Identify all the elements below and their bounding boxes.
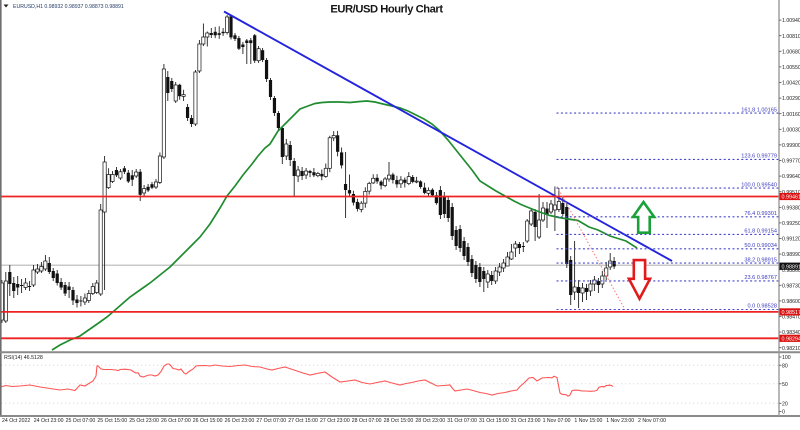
svg-text:28 Oct 07:00: 28 Oct 07:00: [352, 418, 382, 424]
svg-text:25 Oct 15:00: 25 Oct 15:00: [97, 418, 127, 424]
svg-text:38.2 0.98915: 38.2 0.98915: [744, 257, 777, 263]
svg-text:0: 0: [782, 410, 785, 416]
svg-text:50: 50: [782, 382, 788, 388]
svg-text:123.6 0.99779: 123.6 0.99779: [741, 154, 777, 160]
svg-text:RSI(14) 46.5128: RSI(14) 46.5128: [4, 355, 43, 361]
svg-text:1.00160: 1.00160: [782, 112, 800, 118]
svg-text:27 Oct 23:00: 27 Oct 23:00: [320, 418, 350, 424]
svg-text:27 Oct 15:00: 27 Oct 15:00: [288, 418, 318, 424]
svg-text:0.98891: 0.98891: [782, 264, 800, 270]
svg-text:24 Oct 23:00: 24 Oct 23:00: [34, 418, 64, 424]
svg-text:24 Oct 2022: 24 Oct 2022: [2, 418, 30, 424]
svg-text:31 Oct 15:00: 31 Oct 15:00: [479, 418, 509, 424]
svg-text:76.4 0.99301: 76.4 0.99301: [744, 211, 777, 217]
svg-text:1.00030: 1.00030: [782, 127, 800, 133]
svg-text:1 Nov 15:00: 1 Nov 15:00: [574, 418, 602, 424]
svg-text:0.98210: 0.98210: [782, 346, 800, 352]
svg-text:28 Oct 23:00: 28 Oct 23:00: [415, 418, 445, 424]
svg-text:31 Oct 07:00: 31 Oct 07:00: [447, 418, 477, 424]
svg-text:80: 80: [782, 363, 788, 369]
svg-text:1.00290: 1.00290: [782, 96, 800, 102]
svg-text:1 Nov 23:00: 1 Nov 23:00: [606, 418, 634, 424]
svg-text:0.99461: 0.99461: [782, 195, 800, 201]
svg-text:1.00680: 1.00680: [782, 49, 800, 55]
svg-text:EUR/USD Hourly Chart: EUR/USD Hourly Chart: [330, 4, 443, 16]
svg-text:31 Oct 23:00: 31 Oct 23:00: [511, 418, 541, 424]
svg-text:1.00420: 1.00420: [782, 81, 800, 87]
svg-text:61.8 0.99154: 61.8 0.99154: [744, 229, 777, 235]
svg-text:23.6 0.98767: 23.6 0.98767: [744, 275, 777, 281]
svg-text:2 Nov 07:00: 2 Nov 07:00: [638, 418, 666, 424]
svg-text:25 Oct 23:00: 25 Oct 23:00: [129, 418, 159, 424]
svg-text:20: 20: [782, 401, 788, 407]
svg-text:100.0 0.99540: 100.0 0.99540: [741, 182, 777, 188]
svg-text:28 Oct 15:00: 28 Oct 15:00: [384, 418, 414, 424]
svg-text:0.98730: 0.98730: [782, 283, 800, 289]
svg-text:0.99380: 0.99380: [782, 205, 800, 211]
svg-text:0.98600: 0.98600: [782, 299, 800, 305]
svg-text:0.99640: 0.99640: [782, 174, 800, 180]
svg-text:161.8 1.00165: 161.8 1.00165: [741, 107, 777, 113]
svg-text:26 Oct 23:00: 26 Oct 23:00: [225, 418, 255, 424]
svg-text:0.98990: 0.98990: [782, 252, 800, 258]
svg-text:0.99250: 0.99250: [782, 221, 800, 227]
svg-text:0.99770: 0.99770: [782, 159, 800, 165]
svg-text:0.99120: 0.99120: [782, 237, 800, 243]
svg-text:100: 100: [782, 355, 791, 361]
svg-text:26 Oct 15:00: 26 Oct 15:00: [193, 418, 223, 424]
svg-text:1.00550: 1.00550: [782, 65, 800, 71]
svg-text:26 Oct 07:00: 26 Oct 07:00: [161, 418, 191, 424]
svg-text:1.00810: 1.00810: [782, 34, 800, 40]
svg-text:0.98294: 0.98294: [782, 337, 800, 343]
svg-text:25 Oct 07:00: 25 Oct 07:00: [66, 418, 96, 424]
svg-text:50.0 0.99034: 50.0 0.99034: [744, 243, 777, 249]
svg-text:0.98517: 0.98517: [782, 310, 800, 316]
svg-text:1 Nov 07:00: 1 Nov 07:00: [543, 418, 571, 424]
svg-text:EURUSD,H1 0.98932 0.98937 0.9: EURUSD,H1 0.98932 0.98937 0.98873 0.9889…: [13, 4, 124, 10]
svg-text:27 Oct 07:00: 27 Oct 07:00: [256, 418, 286, 424]
svg-text:0.0 0.98528: 0.0 0.98528: [747, 304, 777, 310]
svg-text:0.99900: 0.99900: [782, 143, 800, 149]
svg-text:1.00940: 1.00940: [782, 18, 800, 24]
